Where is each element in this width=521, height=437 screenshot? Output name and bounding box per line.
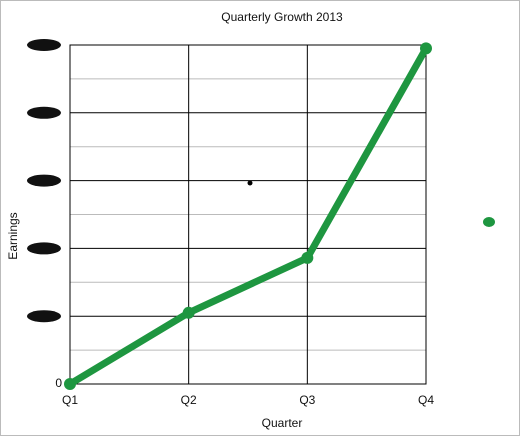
point	[182, 306, 195, 319]
line	[66, 44, 430, 388]
point	[420, 42, 432, 55]
chart-title: Quarterly Growth 2013	[221, 10, 343, 24]
point	[64, 378, 76, 390]
x-axis-label: Quarter	[262, 416, 303, 430]
redacted-label	[27, 174, 61, 187]
plot-border	[69, 44, 427, 385]
stray-mark	[483, 217, 495, 227]
x-tick-label: Q2	[181, 393, 197, 407]
redacted-label	[27, 39, 61, 51]
x-tick-label: Q4	[418, 393, 434, 407]
redacted-label	[27, 310, 61, 323]
x-tick-label: Q3	[299, 393, 315, 407]
y-tick-label: 0	[55, 376, 62, 390]
redacted-label	[27, 242, 61, 255]
point	[301, 251, 314, 264]
x-tick-label: Q1	[62, 393, 78, 407]
stray-dot	[247, 180, 253, 186]
redacted-label	[27, 106, 61, 119]
y-axis-label: Earnings	[6, 212, 20, 259]
